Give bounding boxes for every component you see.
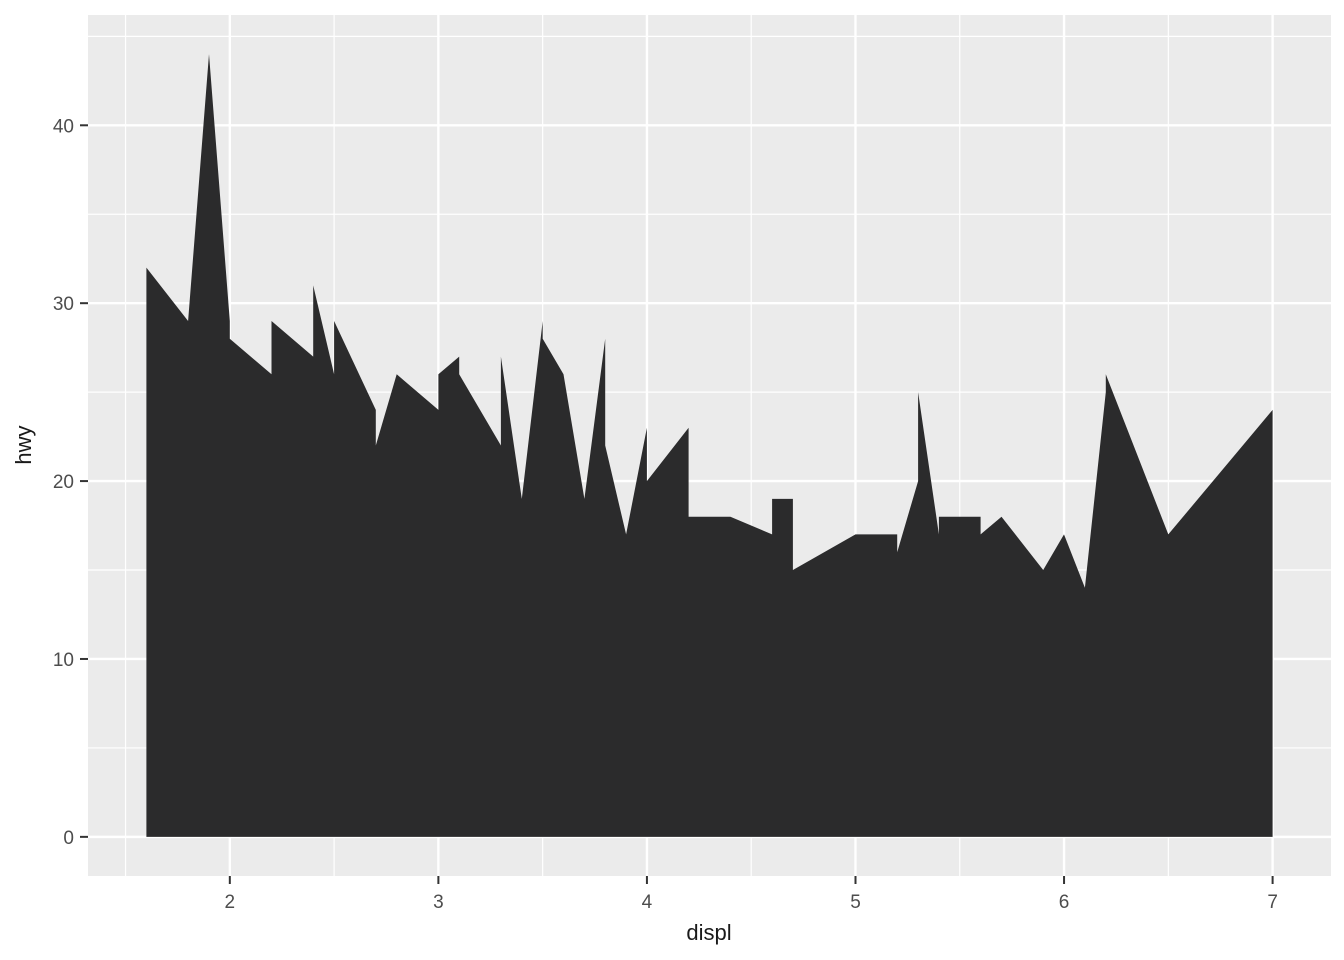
y-tick-label: 10 — [53, 650, 74, 671]
y-tick-label: 0 — [63, 828, 74, 849]
x-tick-label: 2 — [225, 892, 236, 913]
area-series-hwy — [146, 54, 1273, 837]
x-tick-label: 3 — [433, 892, 444, 913]
x-tick-label: 6 — [1059, 892, 1070, 913]
y-tick-label: 30 — [53, 294, 74, 315]
y-tick-label: 40 — [53, 116, 74, 137]
x-tick-label: 7 — [1267, 892, 1278, 913]
x-tick-label: 5 — [850, 892, 861, 913]
y-tick-label: 20 — [53, 472, 74, 493]
x-tick-label: 4 — [642, 892, 653, 913]
x-axis-title: displ — [686, 920, 732, 945]
y-axis-title: hwy — [11, 425, 36, 465]
